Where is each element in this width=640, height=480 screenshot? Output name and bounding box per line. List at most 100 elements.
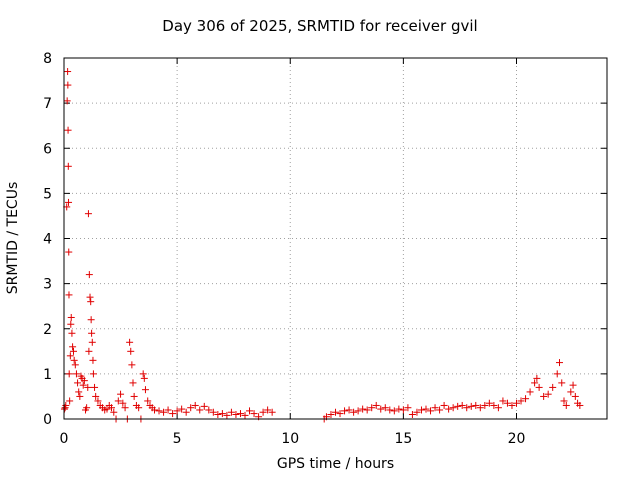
data-point xyxy=(576,401,584,409)
data-point xyxy=(126,338,134,346)
axis-ticks: 0 5 10 15 20 0 1 2 3 4 5 6 7 8 xyxy=(43,51,607,447)
data-point xyxy=(354,407,362,415)
data-point xyxy=(108,404,116,412)
data-point xyxy=(560,397,568,405)
data-point xyxy=(85,271,93,279)
data-point xyxy=(571,392,579,400)
data-point xyxy=(86,293,94,301)
data-point xyxy=(341,407,349,415)
data-point xyxy=(74,379,82,387)
data-point xyxy=(151,406,158,414)
data-point xyxy=(472,401,480,409)
data-point xyxy=(135,404,143,412)
data-point xyxy=(114,397,122,405)
y-axis-label: SRMTID / TECUs xyxy=(5,181,21,295)
data-point xyxy=(178,405,186,413)
data-points xyxy=(60,68,584,423)
data-point xyxy=(458,401,466,409)
data-point xyxy=(467,402,475,410)
data-point xyxy=(70,347,78,355)
data-point xyxy=(89,370,97,378)
data-point xyxy=(182,408,190,416)
data-point xyxy=(83,404,91,412)
grid-lines xyxy=(64,58,607,419)
data-point xyxy=(386,406,394,414)
data-point xyxy=(129,379,137,387)
data-point xyxy=(363,406,371,414)
data-point xyxy=(71,361,79,369)
data-point xyxy=(94,397,102,405)
data-point xyxy=(332,408,339,416)
data-point xyxy=(531,379,539,387)
data-point xyxy=(535,383,543,391)
data-point xyxy=(205,406,213,414)
data-point xyxy=(209,408,217,416)
data-point xyxy=(259,408,267,416)
data-point xyxy=(436,406,444,414)
data-point xyxy=(454,402,462,410)
data-point xyxy=(264,406,272,414)
data-point xyxy=(526,388,534,396)
y-tick-label: 6 xyxy=(43,141,52,157)
data-point xyxy=(246,407,254,415)
data-point xyxy=(218,410,226,418)
data-point xyxy=(70,356,78,364)
data-point xyxy=(155,407,163,415)
data-point xyxy=(533,374,541,382)
y-tick-label: 7 xyxy=(43,96,52,112)
data-point xyxy=(241,411,249,419)
data-point xyxy=(558,379,566,387)
data-point xyxy=(494,404,502,412)
data-point xyxy=(75,388,83,396)
data-point xyxy=(66,397,74,405)
data-point xyxy=(445,405,453,413)
data-point xyxy=(422,405,430,413)
data-point xyxy=(327,410,335,418)
data-point xyxy=(381,404,389,412)
data-point xyxy=(544,390,552,398)
data-point xyxy=(84,210,92,218)
data-point xyxy=(553,370,561,378)
data-point xyxy=(119,399,127,407)
data-point xyxy=(555,359,563,367)
data-point xyxy=(440,401,448,409)
data-point xyxy=(191,401,199,409)
data-point xyxy=(103,405,111,413)
data-point xyxy=(481,401,489,409)
data-point xyxy=(64,126,72,134)
data-point xyxy=(540,392,548,400)
data-point xyxy=(76,392,84,400)
data-point xyxy=(65,248,73,256)
y-tick-label: 3 xyxy=(43,277,52,293)
data-point xyxy=(517,397,525,405)
data-point xyxy=(413,408,421,416)
x-tick-label: 10 xyxy=(281,431,299,447)
data-point xyxy=(67,320,75,328)
data-point xyxy=(110,408,118,416)
data-point xyxy=(169,410,177,418)
chart-title: Day 306 of 2025, SRMTID for receiver gvi… xyxy=(162,17,478,35)
data-point xyxy=(89,356,97,364)
data-point xyxy=(431,404,439,412)
data-point xyxy=(395,405,403,413)
x-axis-label: GPS time / hours xyxy=(276,456,395,472)
data-point xyxy=(130,392,138,400)
data-point xyxy=(404,404,412,412)
data-point xyxy=(499,397,507,405)
data-point xyxy=(141,386,149,394)
data-point xyxy=(359,405,367,413)
data-point xyxy=(128,361,136,369)
data-point xyxy=(64,81,72,89)
data-point xyxy=(72,370,80,378)
data-point xyxy=(62,401,70,409)
data-point xyxy=(68,329,76,337)
y-tick-label: 5 xyxy=(43,186,52,202)
data-point xyxy=(567,388,575,396)
data-point xyxy=(268,408,276,416)
data-point xyxy=(569,381,577,389)
data-point xyxy=(485,399,493,407)
data-point xyxy=(336,410,344,418)
data-point xyxy=(85,347,93,355)
data-point xyxy=(377,405,385,413)
